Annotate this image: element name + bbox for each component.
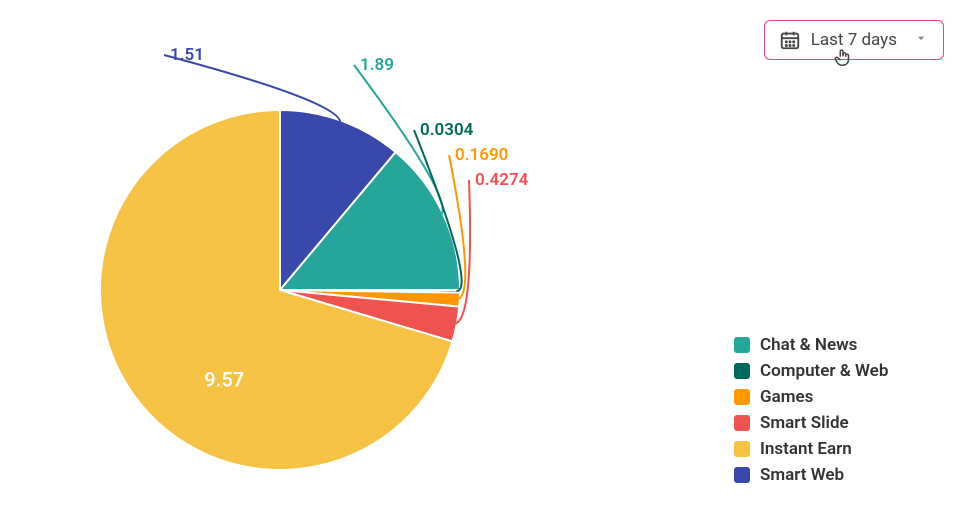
slice-value-label: 1.89 <box>360 55 394 75</box>
legend-swatch <box>734 337 750 353</box>
legend-label: Smart Slide <box>760 413 849 433</box>
legend-label: Instant Earn <box>760 439 852 459</box>
legend-item[interactable]: Computer & Web <box>734 361 944 381</box>
legend: Chat & News Computer & Web Games Smart Slid… <box>734 329 944 491</box>
legend-label: Chat & News <box>760 335 857 355</box>
legend-item[interactable]: Games <box>734 387 944 407</box>
slice-value-label: 0.1690 <box>455 145 508 165</box>
legend-item[interactable]: Smart Slide <box>734 413 944 433</box>
chevron-down-icon <box>913 30 929 51</box>
calendar-icon <box>779 29 801 51</box>
legend-item[interactable]: Instant Earn <box>734 439 944 459</box>
legend-swatch <box>734 415 750 431</box>
slice-value-label: 0.4274 <box>475 170 529 190</box>
legend-label: Computer & Web <box>760 361 888 381</box>
pie-chart: 1.51 1.89 0.0304 0.1690 0.4274 9.57 <box>60 40 560 500</box>
slice-value-label: 9.57 <box>204 368 244 392</box>
slice-value-label: 1.51 <box>170 45 204 65</box>
slice-value-label: 0.0304 <box>420 120 474 140</box>
legend-item[interactable]: Smart Web <box>734 465 944 485</box>
date-range-label: Last 7 days <box>811 30 897 50</box>
legend-label: Games <box>760 387 813 407</box>
legend-swatch <box>734 363 750 379</box>
date-range-dropdown[interactable]: Last 7 days <box>764 20 944 60</box>
legend-swatch <box>734 441 750 457</box>
legend-swatch <box>734 467 750 483</box>
legend-swatch <box>734 389 750 405</box>
legend-item[interactable]: Chat & News <box>734 335 944 355</box>
legend-label: Smart Web <box>760 465 844 485</box>
